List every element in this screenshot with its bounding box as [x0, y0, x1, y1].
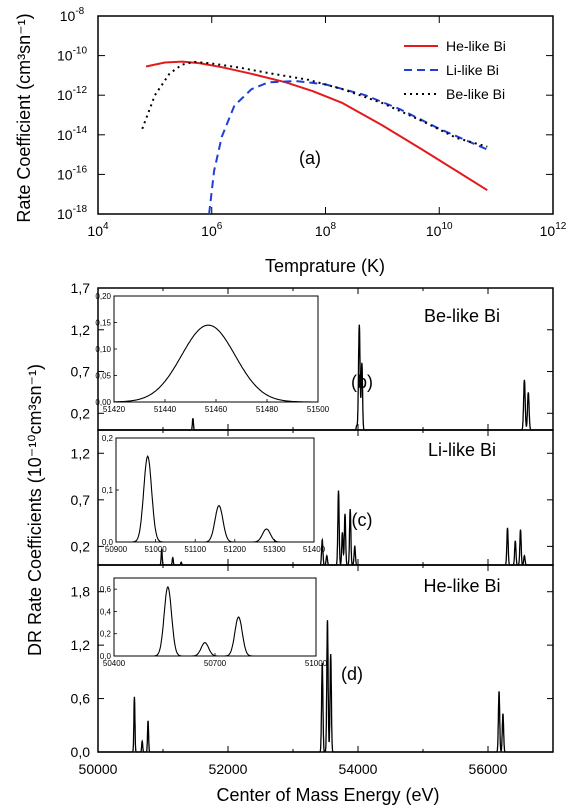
inset-y-tick-label: 0,20	[95, 292, 111, 301]
legend-label: He-like Bi	[446, 38, 506, 54]
ion-label: Be-like Bi	[424, 306, 500, 326]
inset-x-tick-label: 50900	[105, 545, 128, 554]
y-tick-label: 10-18	[57, 204, 87, 222]
inset-y-tick-label: 0,0	[102, 538, 114, 547]
x-tick-label: 1012	[540, 221, 567, 239]
inset-x-tick-label: 51460	[205, 405, 228, 414]
inset-frame	[113, 577, 317, 657]
legend-label: Li-like Bi	[446, 62, 499, 78]
series-line	[208, 80, 488, 215]
panel-label: (c)	[352, 510, 373, 530]
inset-x-tick-label: 51440	[154, 405, 177, 414]
x-tick-label: 106	[201, 221, 223, 239]
legend: He-like Bi Li-like Bi Be-like Bi	[404, 38, 506, 102]
inset-frame	[115, 437, 315, 543]
inset-y-tick-label: 0,1	[102, 486, 114, 495]
inset-x-tick-label: 51000	[305, 659, 328, 668]
inset-x-tick-label: 50700	[204, 659, 227, 668]
inset-x-tick-label: 51100	[184, 545, 206, 554]
y-tick-label: 10-10	[57, 46, 87, 64]
inset-spectrum-line	[114, 585, 316, 657]
y-tick-label: 10-12	[57, 85, 87, 103]
panel-a-curves	[141, 60, 488, 215]
inset-frame	[113, 295, 319, 403]
panel-label: (b)	[351, 372, 373, 392]
series-line	[145, 60, 488, 192]
y-tick-label: 0,6	[71, 691, 91, 707]
panel-c: 1,2 0,7 0,2 Li-like Bi (c) 50900 51000 51100 512…	[71, 429, 554, 566]
y-tick-label: 0,2	[71, 538, 91, 554]
inset-x-tick-label: 51400	[303, 545, 326, 554]
x-tick-label: 56000	[469, 761, 508, 777]
y-tick-label: 0,0	[71, 744, 91, 760]
x-tick-label: 54000	[339, 761, 378, 777]
inset-x-tick-label: 50400	[103, 659, 126, 668]
inset-x-tick-label: 51200	[224, 545, 247, 554]
inset-y-tick-label: 0,4	[100, 607, 112, 616]
inset-x-tick-label: 51000	[144, 545, 167, 554]
panel-label: (d)	[341, 664, 363, 684]
y-tick-label: 0,7	[71, 364, 91, 380]
panel-a: 104 106 108 1010 1012 10-8 10-10 10-12 10-14 10-1…	[14, 6, 567, 276]
spectrum-line	[98, 620, 553, 753]
x-tick-label: 104	[87, 221, 109, 239]
inset-x-tick-label: 51500	[307, 405, 330, 414]
x-tick-label: 108	[315, 221, 337, 239]
ion-label: Li-like Bi	[428, 440, 496, 460]
panel-a-ylabel: Rate Coefficient (cm³sn⁻¹)	[14, 13, 34, 222]
y-tick-label: 1,7	[71, 280, 91, 296]
inset-x-tick-label: 51420	[103, 405, 126, 414]
x-tick-label: 52000	[209, 761, 248, 777]
inset-y-tick-label: 0,2	[102, 434, 114, 443]
inset-y-tick-label: 0,05	[95, 372, 111, 381]
y-tick-label: 1,8	[71, 584, 91, 600]
y-tick-label: 1,2	[71, 637, 91, 653]
inset-y-tick-label: 0,0	[100, 652, 112, 661]
y-tick-label: 1,2	[71, 445, 91, 461]
series-line	[141, 60, 488, 148]
panel-d-xlabel: Center of Mass Energy (eV)	[216, 785, 439, 805]
y-tick-label: 0,2	[71, 405, 91, 421]
inset-x-tick-label: 51300	[263, 545, 286, 554]
inset-spectrum-line	[114, 324, 318, 403]
y-tick-label: 10-14	[57, 125, 87, 143]
inset-y-tick-label: 0,15	[95, 319, 111, 328]
panel-d-ylabel: DR Rate Coefficients (10⁻¹⁰cm³sn⁻¹)	[25, 364, 45, 656]
legend-label: Be-like Bi	[446, 86, 505, 102]
x-tick-label: 1010	[426, 221, 453, 239]
inset-x-tick-label: 51480	[256, 405, 279, 414]
y-tick-label: 10-16	[57, 164, 87, 182]
ion-label: He-like Bi	[423, 576, 500, 596]
inset-y-tick-label: 0,00	[95, 398, 111, 407]
panel-a-xlabel: Temprature (K)	[265, 256, 385, 276]
x-tick-label: 50000	[79, 761, 118, 777]
inset-y-tick-label: 0,10	[95, 345, 111, 354]
y-tick-label: 10-8	[60, 6, 85, 24]
inset-spectrum-line	[116, 455, 314, 543]
panel-b: 1,7 1,2 0,7 0,2 Be-like Bi (b) 51420 51440 51460…	[71, 280, 554, 431]
y-tick-label: 0,7	[71, 492, 91, 508]
y-tick-label: 1,2	[71, 322, 91, 338]
inset-y-tick-label: 0,2	[100, 630, 112, 639]
inset-y-tick-label: 0,6	[100, 585, 112, 594]
panel-label-a: (a)	[299, 148, 321, 168]
